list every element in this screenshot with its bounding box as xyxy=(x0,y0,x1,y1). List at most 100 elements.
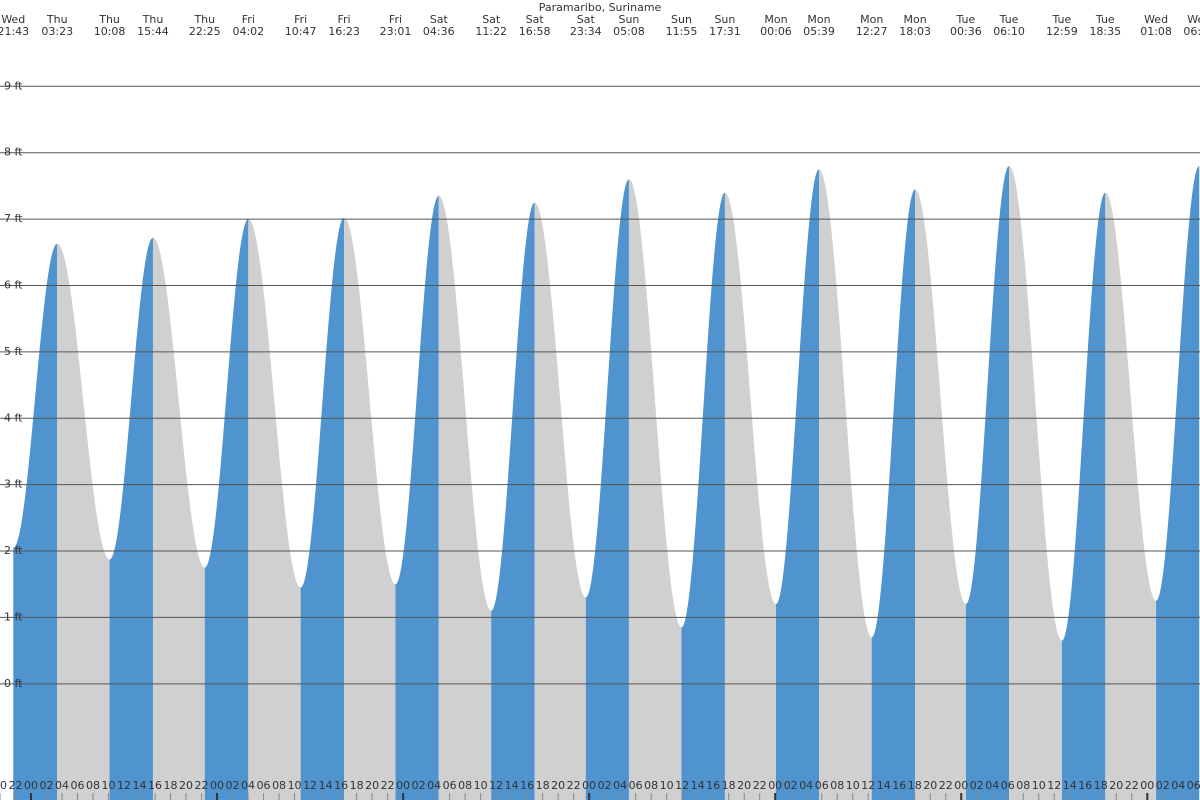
time-label: 23:34 xyxy=(570,25,602,38)
x-tick-label: 06 xyxy=(629,779,643,792)
time-label: 06:42 xyxy=(1183,25,1200,38)
rising-area xyxy=(13,243,58,800)
x-tick-label: 20 xyxy=(737,779,751,792)
falling-area xyxy=(534,202,586,800)
falling-area xyxy=(248,219,301,800)
time-label: 21:43 xyxy=(0,25,29,38)
x-tick-label: 14 xyxy=(1063,779,1077,792)
day-label: Wed xyxy=(1,13,25,26)
x-tick-label: 02 xyxy=(226,779,240,792)
y-tick-label: 7 ft xyxy=(4,212,23,225)
day-label: Wed xyxy=(1144,13,1168,26)
x-tick-label: 22 xyxy=(195,779,209,792)
day-label: Tue xyxy=(1051,13,1071,26)
day-label: Mon xyxy=(807,13,830,26)
x-tick-label: 22 xyxy=(753,779,767,792)
falling-area xyxy=(152,237,205,800)
x-tick-label: 18 xyxy=(350,779,364,792)
time-label: 10:47 xyxy=(285,25,317,38)
x-tick-label: 08 xyxy=(1016,779,1030,792)
x-tick-label: 16 xyxy=(892,779,906,792)
x-tick-label: 16 xyxy=(1078,779,1092,792)
x-tick-label: 22 xyxy=(9,779,23,792)
time-label: 03:23 xyxy=(41,25,73,38)
time-label: 12:27 xyxy=(856,25,888,38)
day-label: Fri xyxy=(294,13,307,26)
time-label: 23:01 xyxy=(380,25,412,38)
day-label: Mon xyxy=(904,13,927,26)
x-tick-label: 10 xyxy=(288,779,302,792)
x-tick-label: 02 xyxy=(970,779,984,792)
x-tick-label: 12 xyxy=(861,779,875,792)
falling-area xyxy=(344,217,396,800)
x-tick-label: 04 xyxy=(55,779,69,792)
time-label: 16:23 xyxy=(328,25,360,38)
x-tick-label: 04 xyxy=(1171,779,1185,792)
day-label: Sat xyxy=(430,13,449,26)
day-label: Thu xyxy=(98,13,120,26)
x-tick-label: 06 xyxy=(71,779,85,792)
rising-area xyxy=(204,219,249,800)
x-tick-label: 08 xyxy=(272,779,286,792)
x-tick-label: 06 xyxy=(257,779,271,792)
x-tick-label: 20 xyxy=(551,779,565,792)
x-tick-label: 22 xyxy=(567,779,581,792)
rising-area xyxy=(395,195,439,800)
x-tick-label: 02 xyxy=(1156,779,1170,792)
x-tick-label: 20 xyxy=(923,779,937,792)
x-tick-label: 00 xyxy=(768,779,782,792)
day-label: Sat xyxy=(577,13,596,26)
y-tick-label: 2 ft xyxy=(4,544,23,557)
time-label: 04:36 xyxy=(423,25,455,38)
x-tick-label: 00 xyxy=(954,779,968,792)
x-tick-label: 12 xyxy=(117,779,131,792)
x-tick-label: 06 xyxy=(1187,779,1200,792)
time-label: 15:44 xyxy=(137,25,169,38)
time-label: 04:02 xyxy=(232,25,264,38)
time-label: 17:31 xyxy=(709,25,741,38)
falling-area xyxy=(628,179,682,800)
y-tick-label: 4 ft xyxy=(4,411,23,424)
x-tick-label: 18 xyxy=(908,779,922,792)
x-tick-label: 06 xyxy=(443,779,457,792)
x-tick-label: 16 xyxy=(148,779,162,792)
day-label: Sun xyxy=(714,13,735,26)
day-label: Sat xyxy=(526,13,545,26)
x-tick-label: 02 xyxy=(598,779,612,792)
x-tick-label: 18 xyxy=(536,779,550,792)
x-tick-label: 20 xyxy=(0,779,7,792)
time-label: 05:39 xyxy=(803,25,835,38)
x-tick-label: 04 xyxy=(799,779,813,792)
x-tick-label: 14 xyxy=(505,779,519,792)
y-tick-label: 9 ft xyxy=(4,79,23,92)
day-label: Sun xyxy=(671,13,692,26)
rising-area xyxy=(1156,165,1200,800)
x-tick-label: 00 xyxy=(1140,779,1154,792)
x-tick-label: 12 xyxy=(489,779,503,792)
x-tick-label: 08 xyxy=(830,779,844,792)
falling-area xyxy=(438,195,492,800)
day-label: Tue xyxy=(1095,13,1115,26)
x-tick-label: 16 xyxy=(334,779,348,792)
falling-area xyxy=(1009,165,1062,800)
falling-area xyxy=(915,189,966,800)
x-tick-label: 00 xyxy=(210,779,224,792)
x-tick-label: 10 xyxy=(660,779,674,792)
x-tick-label: 16 xyxy=(520,779,534,792)
time-label: 06:10 xyxy=(993,25,1025,38)
day-label: Tue xyxy=(999,13,1019,26)
time-label: 18:35 xyxy=(1089,25,1121,38)
x-tick-label: 12 xyxy=(675,779,689,792)
chart-title: Paramaribo, Suriname xyxy=(539,1,662,14)
x-tick-label: 10 xyxy=(846,779,860,792)
rising-area xyxy=(965,165,1010,800)
falling-area xyxy=(724,192,776,800)
day-label: Thu xyxy=(193,13,215,26)
time-label: 10:08 xyxy=(94,25,126,38)
x-tick-label: 20 xyxy=(179,779,193,792)
falling-area xyxy=(1105,192,1157,800)
time-label: 05:08 xyxy=(613,25,645,38)
time-label: 11:55 xyxy=(666,25,698,38)
